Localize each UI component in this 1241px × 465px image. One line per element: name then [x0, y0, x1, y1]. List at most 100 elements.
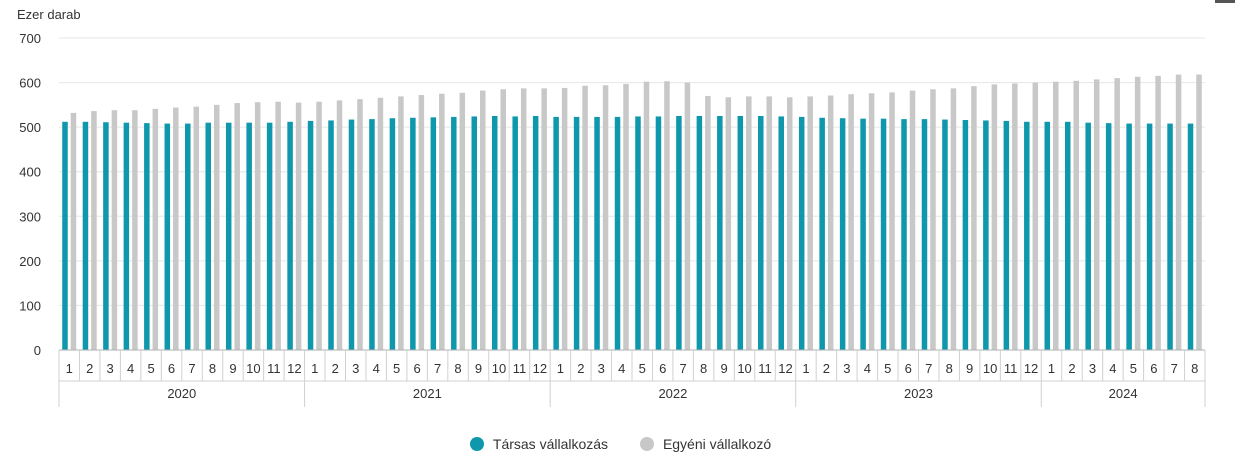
bar-egyeni	[173, 107, 179, 350]
bar-tarsas	[225, 122, 232, 350]
x-tick-label: 9	[966, 361, 973, 376]
x-tick-label: 9	[720, 361, 727, 376]
x-tick-label: 2	[86, 361, 93, 376]
bar-egyeni	[418, 95, 425, 351]
y-tick-label: 0	[34, 343, 41, 358]
x-tick-label: 3	[598, 361, 605, 376]
y-tick-label: 400	[19, 165, 41, 180]
x-tick-label: 2	[823, 361, 830, 376]
bar-tarsas	[594, 116, 600, 351]
x-tick-label: 5	[147, 361, 154, 376]
x-tick-label: 7	[434, 361, 441, 376]
legend-label-tarsas: Társas vállalkozás	[492, 436, 609, 452]
bar-egyeni	[602, 85, 609, 350]
bar-egyeni	[909, 90, 916, 350]
bar-egyeni	[848, 94, 854, 350]
bar-tarsas	[860, 118, 866, 350]
x-tick-label: 2	[1068, 361, 1075, 376]
legend-item-egyeni[interactable]: Egyéni vállalkozó	[639, 436, 771, 452]
bar-egyeni	[705, 95, 711, 350]
menu-icon[interactable]	[1215, 0, 1235, 3]
bar-tarsas	[696, 116, 703, 350]
x-tick-label: 4	[373, 361, 380, 376]
bar-tarsas	[921, 119, 928, 351]
bar-egyeni	[1134, 76, 1141, 350]
bar-tarsas	[389, 118, 396, 350]
y-tick-label: 700	[19, 31, 41, 46]
x-tick-label: 3	[107, 361, 114, 376]
x-tick-label: 2	[332, 361, 339, 376]
bar-tarsas	[901, 119, 907, 351]
bar-tarsas	[103, 122, 109, 351]
x-tick-label: 5	[884, 361, 891, 376]
bar-egyeni	[930, 89, 936, 350]
x-tick-label: 3	[843, 361, 850, 376]
x-tick-label: 7	[925, 361, 932, 376]
bar-egyeni	[357, 99, 363, 350]
bar-egyeni	[1155, 75, 1161, 350]
bar-egyeni	[316, 101, 322, 350]
bar-egyeni	[766, 96, 773, 350]
bar-egyeni	[971, 86, 977, 350]
bar-tarsas	[737, 116, 744, 350]
bar-egyeni	[1114, 78, 1120, 350]
bar-egyeni	[152, 108, 159, 351]
bar-egyeni	[827, 95, 834, 350]
bar-egyeni	[377, 97, 384, 351]
bar-egyeni	[70, 112, 77, 350]
x-tick-label: 1	[557, 361, 564, 376]
x-tick-label: 6	[905, 361, 912, 376]
x-tick-label: 7	[680, 361, 687, 376]
legend-item-tarsas[interactable]: Társas vállalkozás	[469, 436, 609, 452]
x-tick-label: 5	[393, 361, 400, 376]
bar-tarsas	[123, 122, 130, 350]
bar-tarsas	[430, 117, 437, 350]
bar-tarsas	[758, 116, 764, 350]
bar-tarsas	[614, 116, 621, 351]
bar-tarsas	[573, 116, 580, 351]
x-tick-label: 12	[1024, 361, 1038, 376]
x-tick-label: 6	[1150, 361, 1157, 376]
x-tick-label: 8	[700, 361, 707, 376]
x-tick-label: 6	[168, 361, 175, 376]
bar-egyeni	[213, 104, 220, 350]
bar-tarsas	[1085, 122, 1091, 350]
x-tick-label: 5	[1130, 361, 1137, 376]
bar-egyeni	[868, 93, 875, 351]
x-tick-label: 12	[778, 361, 792, 376]
y-tick-label: 500	[19, 120, 41, 135]
x-tick-label: 10	[737, 361, 751, 376]
x-tick-label: 4	[864, 361, 871, 376]
bar-tarsas	[512, 116, 518, 351]
bar-egyeni	[1053, 81, 1059, 351]
bar-egyeni	[459, 92, 466, 350]
legend: Társas vállalkozás Egyéni vállalkozó	[0, 436, 1241, 454]
bar-tarsas	[1024, 121, 1030, 351]
x-tick-label: 7	[1171, 361, 1178, 376]
x-tick-label: 4	[127, 361, 134, 376]
bar-egyeni	[254, 102, 261, 350]
x-tick-label: 1	[1048, 361, 1055, 376]
x-tick-label: 9	[229, 361, 236, 376]
x-tick-label: 7	[188, 361, 195, 376]
x-tick-label: 9	[475, 361, 482, 376]
bar-egyeni	[1093, 79, 1100, 351]
bar-tarsas	[287, 121, 293, 351]
legend-swatch-egyeni-icon	[639, 437, 654, 451]
x-tick-label: 2	[577, 361, 584, 376]
bar-tarsas	[553, 116, 559, 351]
bar-egyeni	[520, 88, 527, 350]
bar-egyeni	[91, 111, 97, 351]
bar-tarsas	[942, 119, 948, 351]
bar-egyeni	[111, 110, 118, 350]
bar-tarsas	[635, 116, 641, 351]
bar-egyeni	[582, 85, 588, 350]
bar-egyeni	[193, 106, 200, 350]
bar-tarsas	[62, 121, 68, 351]
bar-egyeni	[439, 93, 445, 350]
bar-egyeni	[295, 102, 302, 350]
bar-egyeni	[1175, 74, 1182, 350]
bar-egyeni	[889, 92, 895, 351]
bar-tarsas	[82, 121, 89, 351]
